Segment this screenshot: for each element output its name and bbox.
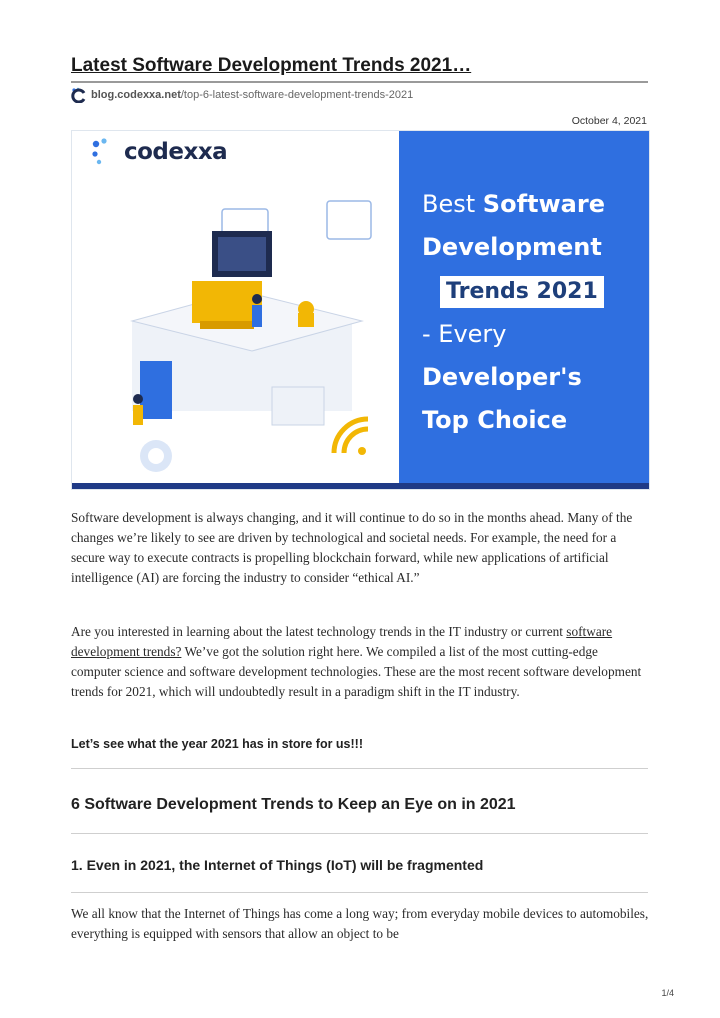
headline-line2: Development (422, 233, 602, 261)
brand-name: codexxa (124, 139, 228, 165)
section-heading: 6 Software Development Trends to Keep an… (71, 796, 516, 813)
developer-workspace-illustration (130, 200, 372, 472)
section-divider (71, 833, 648, 834)
post-date: October 4, 2021 (571, 115, 647, 127)
title-divider (71, 81, 648, 83)
interest-paragraph: Are you interested in learning about the… (71, 622, 651, 702)
iot-paragraph: We all know that the Internet of Things … (71, 906, 649, 941)
hero-headline: Best Software Development Trends 2021 - … (422, 183, 642, 442)
hero-text-panel (399, 131, 649, 489)
subsection-divider (71, 892, 648, 893)
codexxa-mark-icon (92, 138, 107, 165)
subsection-heading: 1. Even in 2021, the Internet of Things … (71, 857, 484, 873)
headline-highlight-box: Trends 2021 (440, 276, 604, 308)
source-host: blog.codexxa.net (91, 89, 181, 101)
software-trends-link[interactable]: software development trends? (71, 624, 613, 659)
section-divider (71, 768, 648, 769)
headline-line6: Top Choice (422, 406, 568, 434)
page-number: 1/4 (661, 988, 674, 998)
codexxa-logo-icon (71, 87, 86, 103)
headline-line4: - Every (422, 320, 507, 348)
intro-paragraph: Software development is always changing,… (71, 510, 633, 585)
brand-logo: codexxa (90, 135, 228, 169)
hero-illustration-panel: codexxa (72, 131, 399, 489)
headline-line5: Developer's (422, 363, 582, 391)
paragraph-text-before: Are you interested in learning about the… (71, 624, 567, 639)
source-path: /top-6-latest-software-development-trend… (180, 89, 414, 101)
callout-text: Let’s see what the year 2021 has in stor… (71, 737, 363, 751)
headline-line1b: Software (482, 190, 605, 218)
page-title[interactable]: Latest Software Development Trends 2021… (71, 55, 472, 76)
paragraph-text-after: We’ve got the solution right here. We co… (71, 644, 642, 699)
hero-banner: codexxa Best Softw (71, 130, 650, 490)
hero-bottom-bar (72, 483, 649, 489)
source-link[interactable]: blog.codexxa.net/top-6-latest-software-d… (71, 86, 413, 104)
headline-line1a: Best (422, 190, 476, 218)
